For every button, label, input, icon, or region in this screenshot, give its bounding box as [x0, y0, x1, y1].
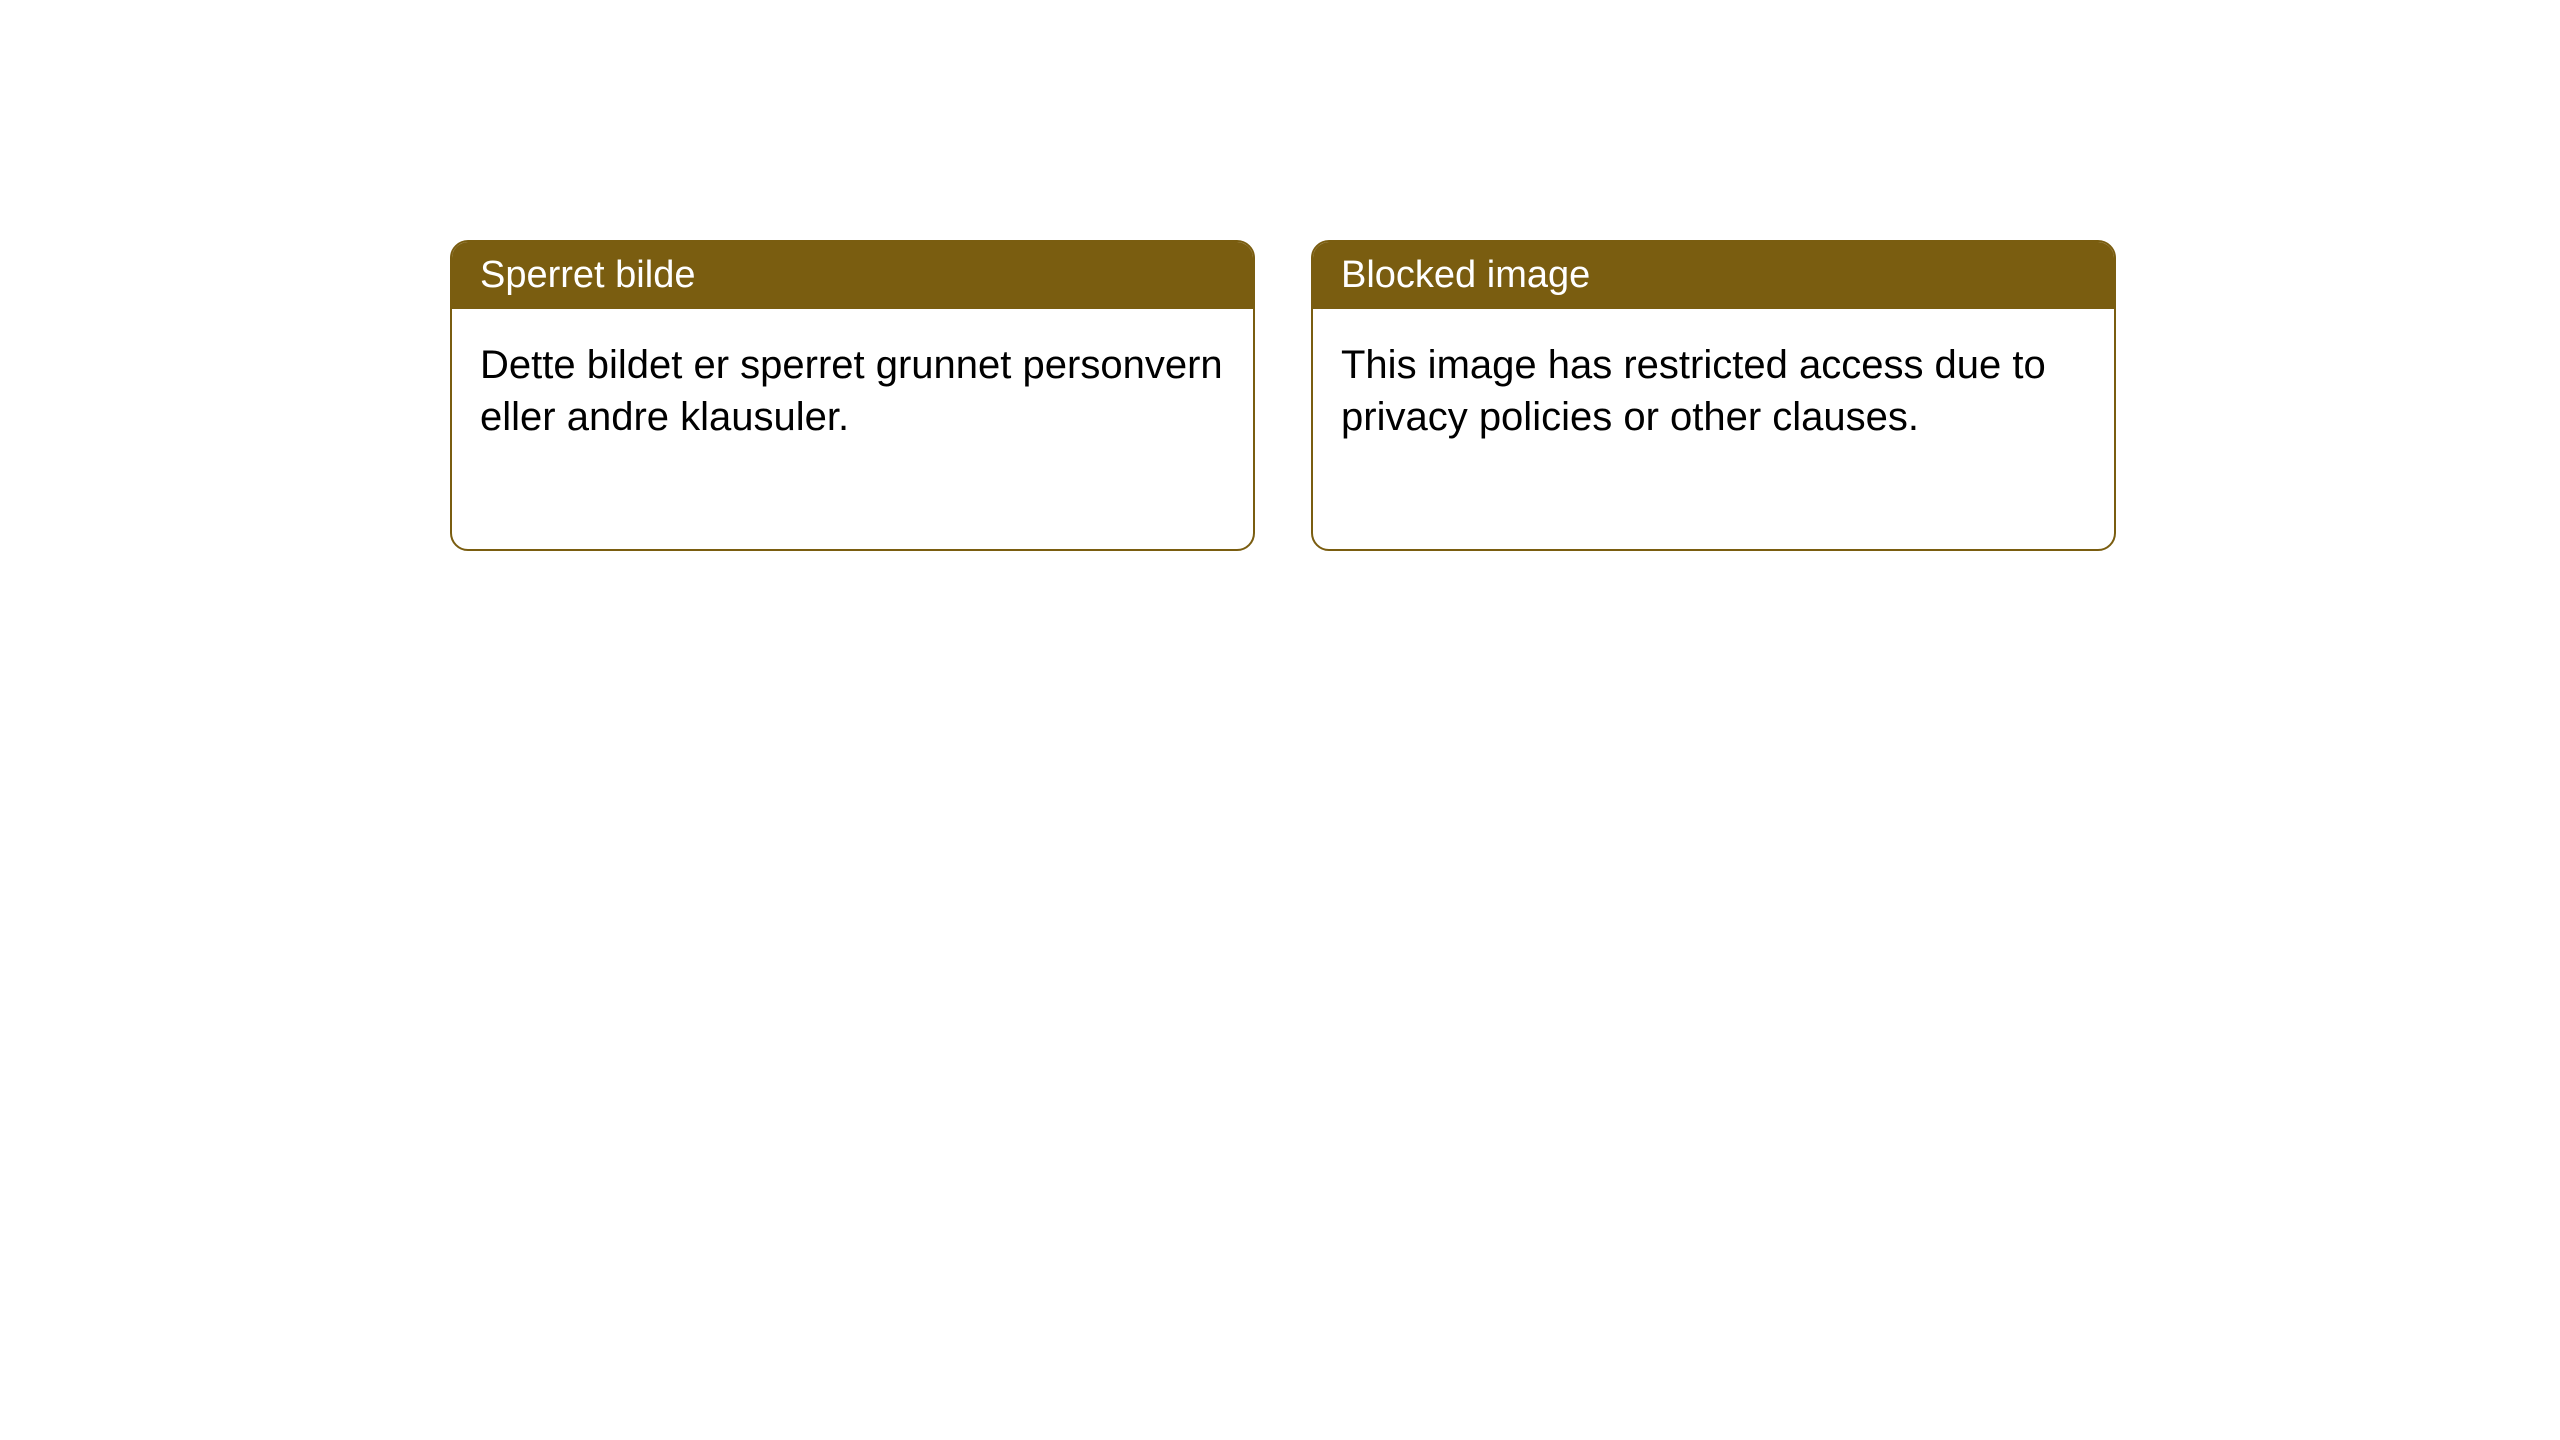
notice-box-norwegian: Sperret bilde Dette bildet er sperret gr…	[450, 240, 1255, 551]
notice-container: Sperret bilde Dette bildet er sperret gr…	[450, 240, 2116, 551]
notice-text-english: This image has restricted access due to …	[1341, 343, 2046, 439]
notice-title-english: Blocked image	[1341, 254, 1590, 296]
notice-header-norwegian: Sperret bilde	[452, 242, 1253, 309]
notice-title-norwegian: Sperret bilde	[480, 254, 695, 296]
notice-text-norwegian: Dette bildet er sperret grunnet personve…	[480, 343, 1223, 439]
notice-header-english: Blocked image	[1313, 242, 2114, 309]
notice-body-english: This image has restricted access due to …	[1313, 309, 2114, 549]
notice-box-english: Blocked image This image has restricted …	[1311, 240, 2116, 551]
notice-body-norwegian: Dette bildet er sperret grunnet personve…	[452, 309, 1253, 549]
